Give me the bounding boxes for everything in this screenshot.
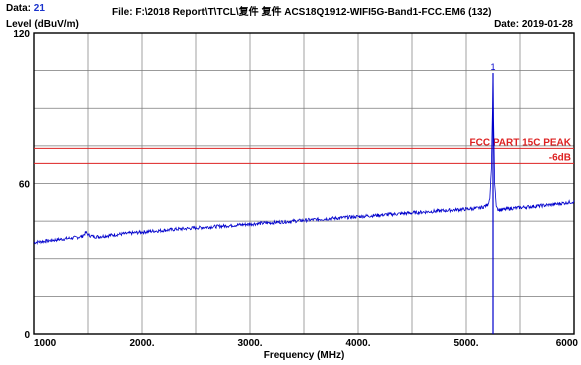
plot-frame bbox=[33, 32, 575, 335]
x-tick-label: 5000. bbox=[453, 338, 478, 349]
date-label: Date: 2019-01-28 bbox=[494, 19, 573, 30]
data-label-group: Data: 21 bbox=[6, 3, 45, 14]
x-tick-label: 2000. bbox=[129, 338, 154, 349]
x-tick-label: 1000 bbox=[34, 338, 57, 349]
x-tick-label: 6000 bbox=[556, 338, 579, 349]
y-tick-label: 120 bbox=[13, 29, 30, 40]
limit-label-peak: FCC PART 15C PEAK bbox=[470, 137, 572, 148]
limit-label-6db: -6dB bbox=[549, 152, 571, 163]
x-tick-label: 3000. bbox=[237, 338, 262, 349]
data-label: Data: bbox=[6, 3, 32, 14]
y-tick-label: 60 bbox=[19, 180, 31, 191]
marker-label: 1 bbox=[490, 62, 495, 72]
file-path: File: F:\2018 Report\T\TCL\复件 复件 ACS18Q1… bbox=[112, 7, 492, 18]
spectrum-trace bbox=[33, 73, 575, 245]
y-axis-label: Level (dBuV/m) bbox=[6, 19, 79, 30]
x-axis-title: Frequency (MHz) bbox=[264, 350, 345, 361]
x-tick-label: 4000. bbox=[345, 338, 370, 349]
y-tick-label: 0 bbox=[24, 330, 30, 341]
data-number: 21 bbox=[33, 3, 45, 14]
